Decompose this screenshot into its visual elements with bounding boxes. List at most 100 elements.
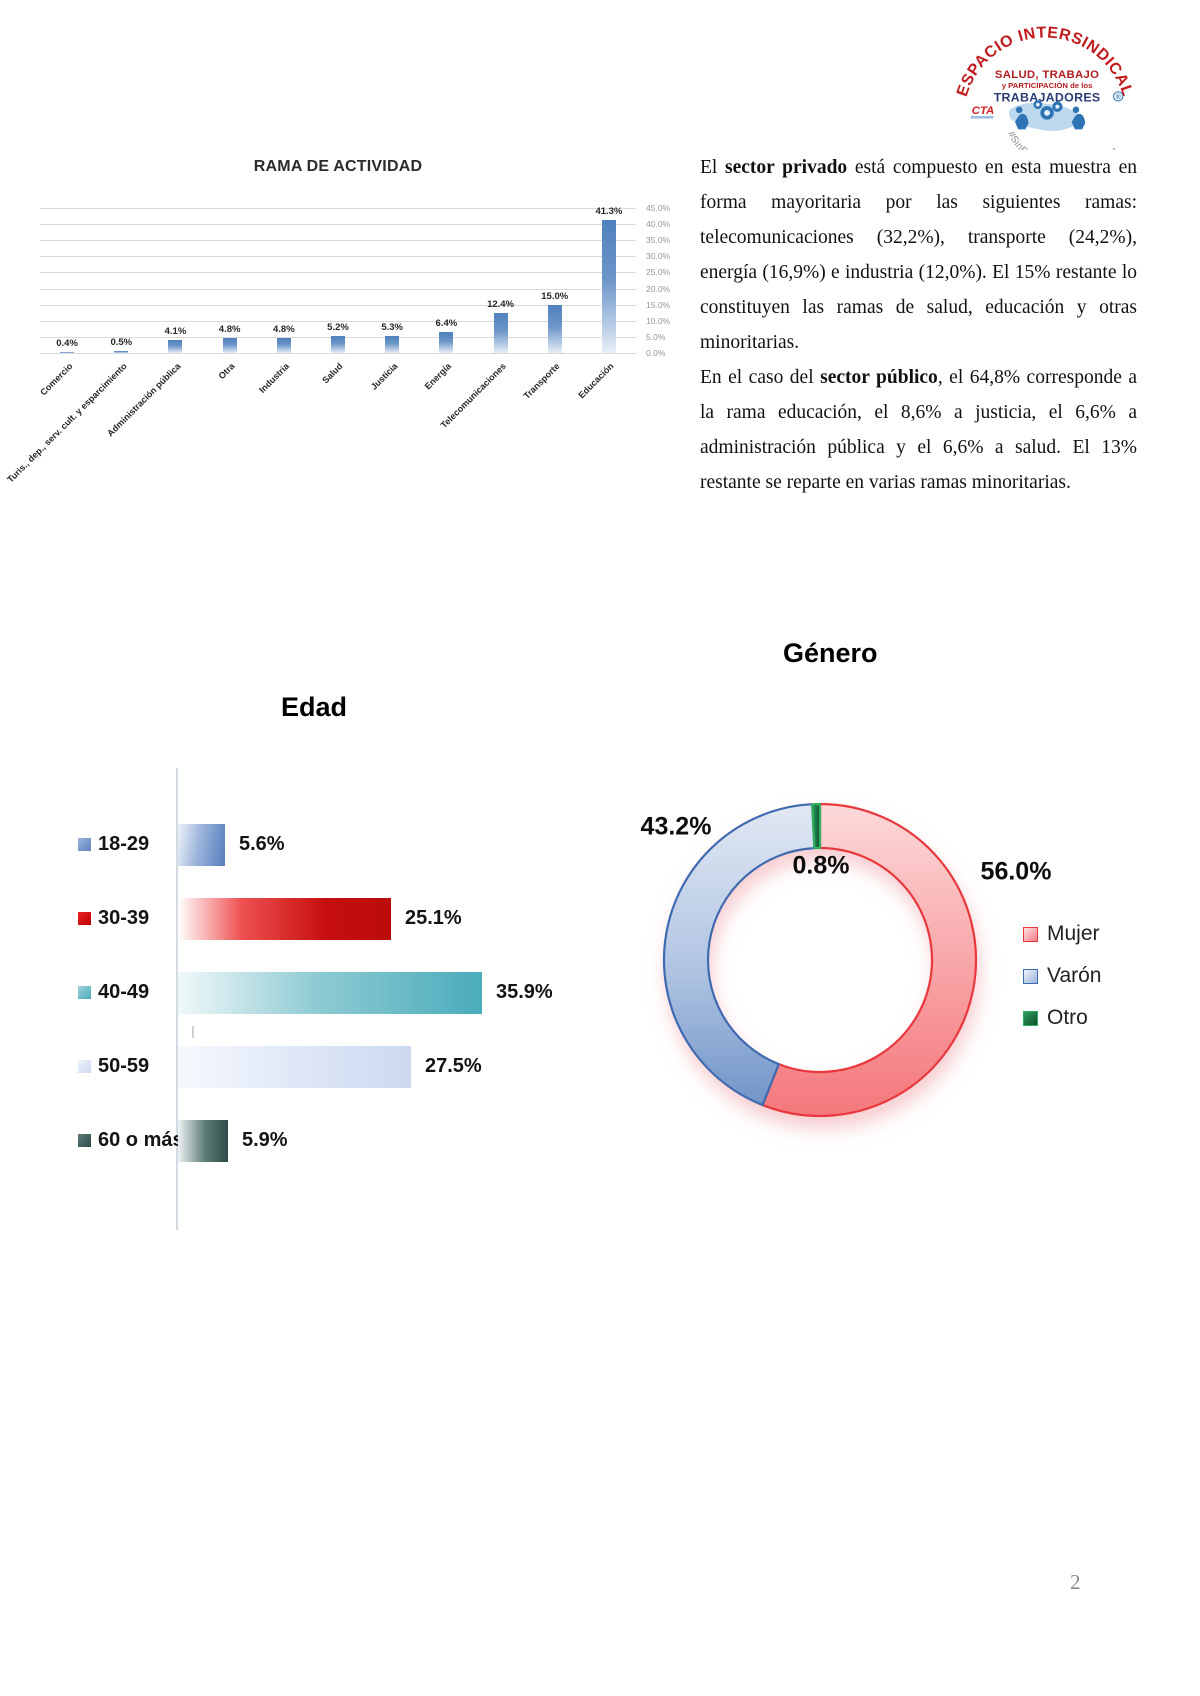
- bar-Educación: [601, 220, 616, 353]
- body-text: El sector privado está compuesto en esta…: [700, 150, 1137, 500]
- paragraph-sector-publico: En el caso del sector público, el 64,8% …: [700, 367, 1137, 493]
- bar-value-label: 25.1%: [405, 907, 462, 929]
- category-label: Comercio: [37, 361, 75, 398]
- y-tick-label: 35.0%: [646, 235, 671, 246]
- legend-item-Otro: Otro: [1023, 1006, 1088, 1030]
- y-tick-label: 10.0%: [646, 315, 671, 326]
- donut-slice-Otro: [811, 802, 822, 850]
- stray-tick-mark: [192, 1026, 194, 1038]
- bar-40-49: [178, 972, 482, 1014]
- bar-Telecomunicaciones: [493, 313, 508, 353]
- donut-slice-Mujer: [761, 802, 978, 1118]
- y-axis-ticks: 45.0% 40.0% 35.0% 30.0% 25.0% 20.0% 15.0% 10.0%…: [646, 203, 706, 358]
- legend-swatch-Otro: [1023, 1010, 1038, 1026]
- bar-Salud: [331, 336, 345, 353]
- bar-value-label: 5.6%: [239, 833, 285, 855]
- bar-Energía: [439, 332, 454, 353]
- edad-chart: Edad 18-29 5.6% 30-39 25.1% 40-49 35.9% 50-59 2…: [60, 690, 600, 1250]
- legend-label: Mujer: [1047, 922, 1100, 945]
- legend-item-Varón: Varón: [1023, 964, 1101, 988]
- bar-value-label: 5.2%: [327, 322, 349, 333]
- legend-swatch-30-39: [78, 912, 91, 925]
- bar-18-29: [178, 824, 225, 866]
- y-tick-label: 25.0%: [646, 267, 671, 278]
- donut-slice-Varón: [662, 803, 816, 1107]
- gridline: [40, 208, 636, 209]
- gridline: [40, 320, 636, 322]
- legend-swatch-50-59: [78, 1060, 91, 1073]
- gridline: [40, 240, 636, 242]
- category-label: Turis., dep., serv. cult. y esparcimient…: [4, 361, 129, 485]
- category-label: 50-59: [98, 1055, 150, 1077]
- y-tick-label: 5.0%: [646, 331, 666, 342]
- bar-Administración pública: [168, 340, 183, 353]
- bar-value-label: 6.4%: [435, 318, 458, 329]
- gridline: [40, 304, 636, 306]
- legend-label: Otro: [1047, 1006, 1088, 1029]
- bar-value-label: 5.9%: [242, 1129, 288, 1151]
- page-number: 2: [1070, 1570, 1081, 1594]
- bar-value-label: 4.8%: [272, 324, 295, 335]
- registered-mark: ®: [1116, 92, 1122, 101]
- logo-hashtag: #SinPrevenciónNoHaySalud: [1005, 130, 1121, 150]
- bar-value-label: 4.1%: [164, 326, 187, 337]
- legend-swatch-Mujer: [1023, 926, 1038, 942]
- donut-plot: [662, 802, 978, 1118]
- gridline: [40, 353, 636, 354]
- y-tick-label: 45.0%: [646, 203, 671, 213]
- chart-title: RAMA DE ACTIVIDAD: [253, 158, 423, 175]
- category-label: Salud: [320, 361, 346, 386]
- y-tick-label: 20.0%: [646, 283, 671, 294]
- category-label: 60 o más: [98, 1129, 184, 1151]
- bar-60 o más: [178, 1120, 228, 1162]
- bar-value-label: 4.8%: [218, 324, 241, 335]
- category-label: Energía: [423, 361, 454, 392]
- category-label: Otra: [216, 361, 237, 382]
- bar-Otra: [222, 338, 237, 353]
- category-label: Justicia: [368, 361, 400, 392]
- genero-chart: Género: [580, 630, 1180, 1130]
- cta-underline: [970, 115, 994, 119]
- category-label: Transporte: [521, 361, 562, 401]
- plot-area: 0.4% Comercio 0.5% Turis., dep., serv. cult…: [5, 206, 636, 485]
- bar-value-label: 0.5%: [110, 337, 133, 348]
- org-logo: ESPACIO INTERSINDICAL SALUD, TRABAJO y P…: [954, 24, 1135, 150]
- category-label: 18-29: [98, 833, 150, 855]
- legend-label: Varón: [1047, 964, 1102, 987]
- category-label: 30-39: [98, 907, 150, 929]
- bar-value-label: 27.5%: [425, 1055, 482, 1077]
- slice-label-Mujer: 56.0%: [980, 857, 1052, 886]
- bar-Industria: [276, 338, 291, 353]
- logo-illustration: [1008, 100, 1086, 132]
- legend-swatch-18-29: [78, 838, 91, 851]
- y-tick-label: 30.0%: [646, 251, 671, 262]
- paragraph-sector-privado: El sector privado está compuesto en esta…: [700, 157, 1137, 353]
- bar-50-59: [178, 1046, 411, 1088]
- cta-logo: CTA: [972, 105, 994, 117]
- bar-Justicia: [385, 336, 400, 353]
- legend-swatch-60 o más: [78, 1134, 91, 1147]
- legend-swatch-40-49: [78, 986, 91, 999]
- bar-value-label: 15.0%: [541, 291, 569, 302]
- bar-value-label: 0.4%: [56, 338, 78, 349]
- rama-de-actividad-chart: RAMA DE ACTIVIDAD 0.4% Comercio 0.5% Turis.…: [5, 158, 730, 488]
- legend-item-Mujer: Mujer: [1023, 922, 1100, 946]
- y-tick-label: 0.0%: [646, 348, 666, 358]
- bar-value-label: 12.4%: [487, 299, 514, 310]
- bar-Turis., dep., serv. cult. y esparcimiento: [114, 351, 129, 353]
- gridline: [40, 288, 636, 290]
- gridline: [40, 256, 636, 258]
- bar-Transporte: [547, 305, 562, 353]
- logo-line1: SALUD, TRABAJO: [995, 69, 1099, 81]
- chart-title: Edad: [281, 692, 348, 722]
- logo-line2: y PARTICIPACIÓN de los: [1002, 81, 1093, 90]
- logo-line3: TRABAJADORES: [994, 91, 1101, 105]
- y-tick-label: 40.0%: [646, 219, 671, 230]
- y-axis-line: [176, 768, 178, 1230]
- bar-value-label: 35.9%: [496, 981, 553, 1003]
- y-tick-label: 15.0%: [646, 299, 671, 310]
- category-label: Industria: [256, 361, 291, 395]
- bar-Comercio: [60, 352, 75, 353]
- category-label: Educación: [576, 361, 616, 401]
